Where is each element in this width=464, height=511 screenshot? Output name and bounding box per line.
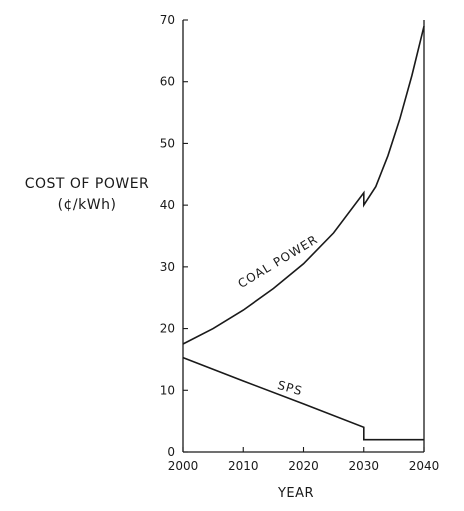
x-tick-label: 2040 (409, 459, 440, 473)
x-axis-ticks: 2000 2010 2020 2030 2040 (168, 447, 440, 473)
y-tick-label: 40 (160, 198, 175, 212)
series-line-sps (182, 356, 424, 441)
y-tick-label: 70 (160, 13, 175, 27)
y-tick-label: 20 (160, 322, 175, 336)
y-tick-label: 10 (160, 383, 175, 397)
x-tick-label: 2020 (288, 459, 319, 473)
y-tick-label: 60 (160, 75, 175, 89)
coal-power-annotation: COAL POWER (235, 232, 320, 291)
y-axis-ticks: 0 10 20 30 40 50 60 70 (160, 13, 188, 459)
y-tick-label: 30 (160, 260, 175, 274)
y-tick-label: 50 (160, 136, 175, 150)
y-axis-unit: (¢/kWh) (58, 197, 117, 213)
series-line-coal-power (182, 26, 425, 345)
x-tick-label: 2030 (348, 459, 379, 473)
y-axis-label: COST OF POWER (25, 176, 150, 192)
y-tick-label: 0 (167, 445, 175, 459)
x-tick-label: 2010 (228, 459, 259, 473)
x-axis-label: YEAR (277, 486, 314, 501)
x-tick-label: 2000 (168, 459, 199, 473)
series-layer (182, 26, 425, 441)
sps-annotation: SPS (276, 378, 304, 398)
